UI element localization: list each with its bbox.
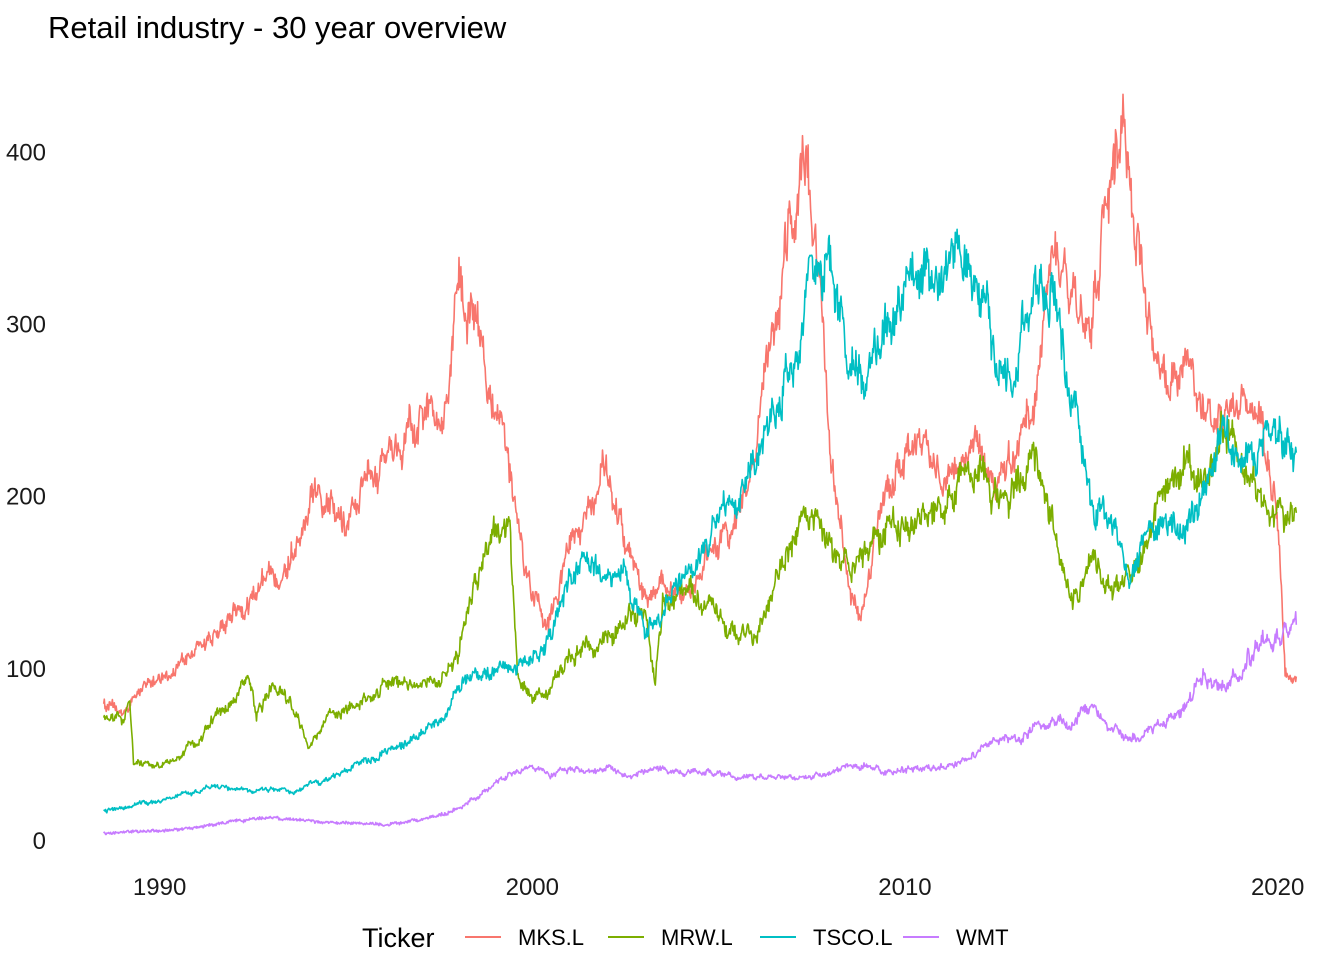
x-axis-ticks: 1990 2000 2010 2020 [133,874,1304,901]
chart-title: Retail industry - 30 year overview [48,10,507,45]
x-tick-label: 2010 [878,874,931,901]
y-tick-label: 400 [6,139,46,166]
y-tick-label: 300 [6,312,46,339]
series-line-wmt [103,611,1298,836]
y-tick-label: 0 [33,828,46,855]
series-layer [102,93,1298,836]
legend-label-mrw-l: MRW.L [661,925,733,950]
legend: Ticker MKS.L MRW.L TSCO.L WMT [362,923,1009,953]
series-line-tsco-l [103,228,1298,814]
legend-label-mks-l: MKS.L [518,925,584,950]
x-tick-label: 2020 [1251,874,1304,901]
y-tick-label: 100 [6,656,46,683]
x-tick-label: 2000 [506,874,559,901]
y-axis-ticks: 0 100 200 300 400 [6,139,46,855]
legend-label-wmt: WMT [956,925,1009,950]
x-tick-label: 1990 [133,874,186,901]
legend-label-tsco-l: TSCO.L [813,925,892,950]
series-line-mks-l [102,93,1298,717]
y-tick-label: 200 [6,484,46,511]
series-line-mrw-l [102,410,1298,769]
legend-title: Ticker [362,923,435,953]
